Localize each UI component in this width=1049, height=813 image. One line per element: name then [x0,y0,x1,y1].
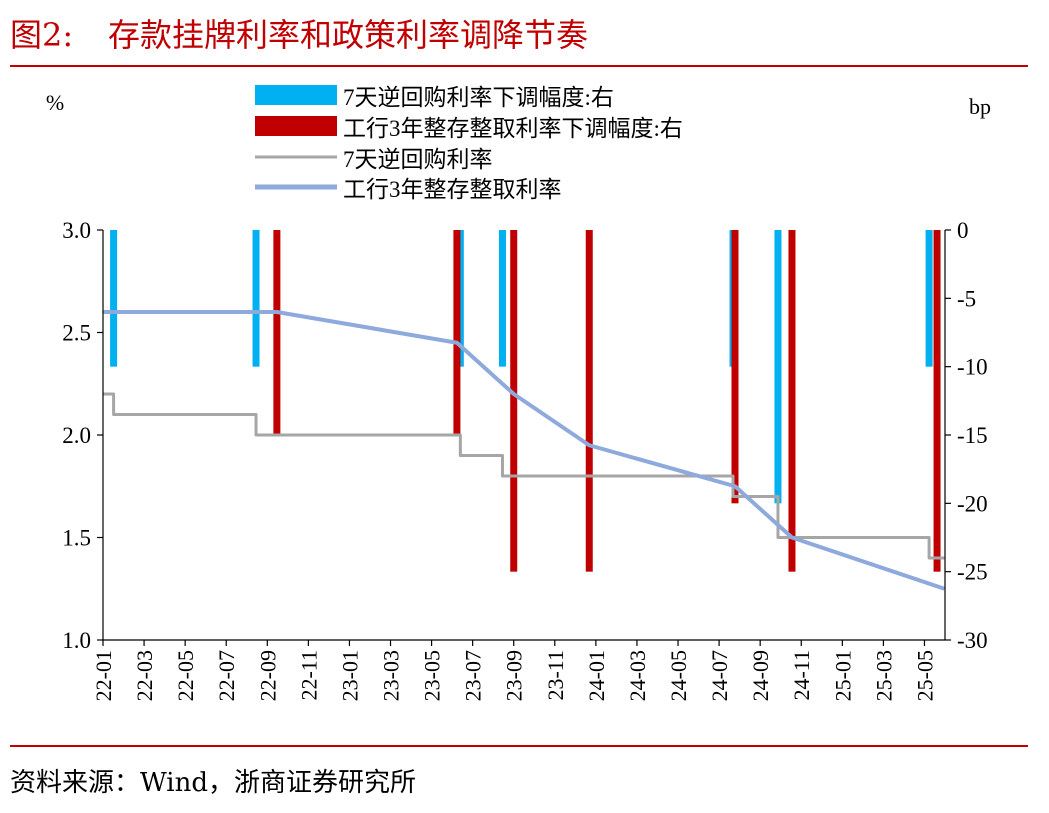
x-tick-label: 22-09 [255,650,280,701]
right-tick-label: 0 [957,218,969,243]
legend-swatch [255,85,337,105]
bar-mark [731,230,739,504]
title-divider [10,65,1028,67]
bar-mark [933,230,941,572]
x-tick-label: 25-05 [912,650,937,701]
figure-title: 图2: 存款挂牌利率和政策利率调降节奏 [10,10,588,56]
legend-swatch [255,116,337,136]
left-axis-unit: % [46,90,64,115]
legend-label: 工行3年整存整取利率下调幅度:右 [343,116,683,141]
left-tick-label: 3.0 [62,218,91,243]
bar-mark [498,230,506,367]
x-tick-label: 24-09 [748,650,773,701]
x-tick-label: 23-05 [420,650,445,701]
bar-mark [110,230,118,367]
x-tick-label: 22-03 [132,650,157,701]
x-tick-label: 24-03 [625,650,650,701]
bar-mark [788,230,796,572]
x-tick-label: 23-03 [379,650,404,701]
x-tick-label: 23-07 [461,650,486,701]
bar-mark [585,230,593,572]
left-tick-label: 1.0 [62,628,91,653]
x-tick-label: 24-01 [584,650,609,701]
bar-mark [510,230,518,572]
x-tick-label: 23-11 [543,650,568,701]
right-tick-label: -15 [957,423,988,448]
legend-label: 7天逆回购利率 [343,147,493,172]
left-tick-label: 1.5 [62,526,91,551]
right-axis-unit: bp [969,94,991,119]
bar-mark [252,230,260,367]
left-tick-label: 2.5 [62,321,91,346]
left-tick-label: 2.0 [62,423,91,448]
bar-mark [774,230,782,504]
x-tick-label: 22-07 [214,650,239,701]
legend-label: 工行3年整存整取利率 [343,177,562,202]
series-line [103,392,945,560]
x-tick-label: 23-01 [337,650,362,701]
source-divider [10,745,1028,747]
x-tick-label: 22-11 [296,650,321,701]
x-tick-label: 24-11 [789,650,814,701]
x-tick-label: 22-05 [173,650,198,701]
x-tick-label: 22-01 [91,650,116,701]
right-tick-label: -30 [957,628,988,653]
series-line [103,310,945,591]
bar-mark [273,230,281,435]
right-tick-label: -10 [957,355,988,380]
source-note: 资料来源：Wind，浙商证券研究所 [10,768,416,798]
figure-number: 图2: [10,16,74,54]
bar-mark [453,230,461,435]
x-tick-label: 25-01 [830,650,855,701]
right-tick-label: -20 [957,491,988,516]
right-tick-label: -5 [957,286,976,311]
x-tick-label: 24-07 [707,650,732,701]
x-tick-label: 25-03 [871,650,896,701]
bar-mark [925,230,933,367]
x-tick-label: 24-05 [666,650,691,701]
plot-area: 1.0 1.5 2.0 2.5 3.0 0 -5 -10 -15 -20 -25 -30 22-01 22… [62,218,987,701]
right-tick-label: -25 [957,560,988,585]
x-tick-label: 23-09 [502,650,527,701]
figure-title-text: 存款挂牌利率和政策利率调降节奏 [108,16,589,54]
legend-label: 7天逆回购利率下调幅度:右 [343,85,614,110]
